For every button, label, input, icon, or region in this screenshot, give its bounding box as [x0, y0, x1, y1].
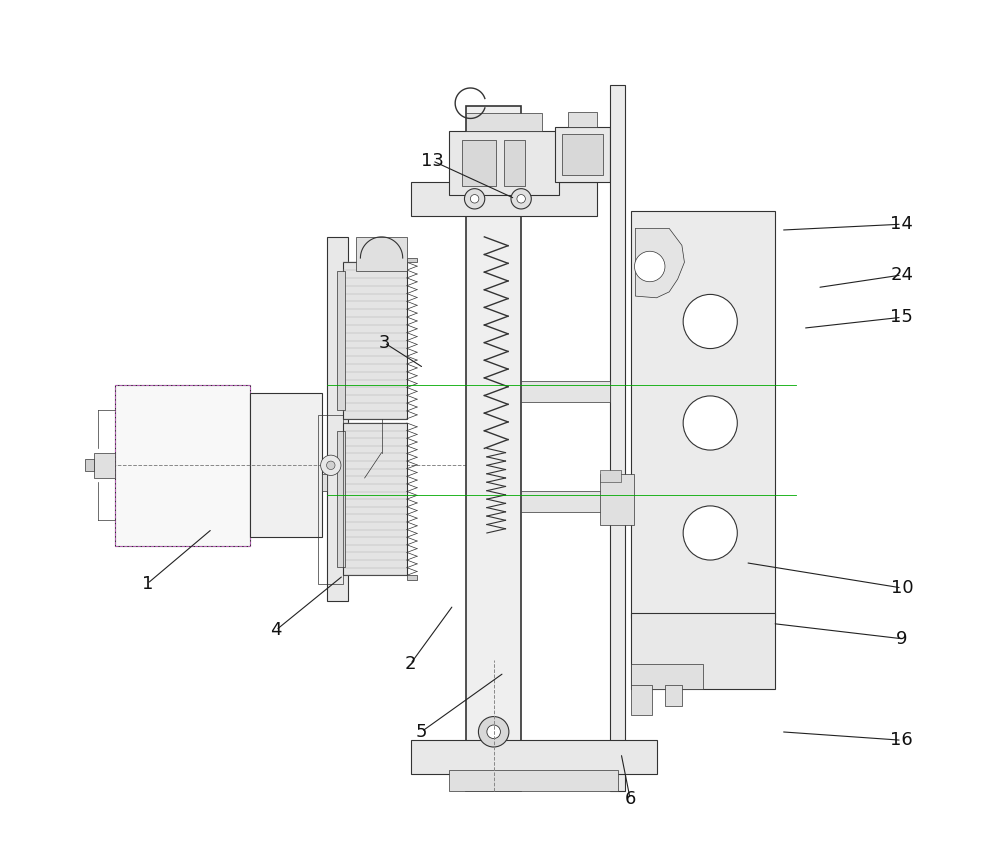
- Bar: [356, 237, 407, 271]
- Bar: [343, 262, 407, 419]
- Bar: [466, 113, 542, 131]
- Text: 3: 3: [378, 333, 390, 352]
- Bar: [462, 140, 496, 186]
- Circle shape: [327, 461, 335, 470]
- Bar: [94, 453, 115, 478]
- Bar: [600, 470, 621, 482]
- Bar: [631, 664, 703, 689]
- Text: 15: 15: [890, 308, 913, 327]
- Circle shape: [321, 455, 341, 475]
- Polygon shape: [635, 228, 684, 298]
- Bar: [631, 685, 652, 715]
- Circle shape: [470, 195, 479, 203]
- Circle shape: [517, 195, 525, 203]
- Text: 13: 13: [421, 151, 444, 170]
- Circle shape: [635, 251, 665, 282]
- Bar: [115, 385, 250, 546]
- Text: 5: 5: [416, 722, 427, 741]
- Text: 1: 1: [142, 574, 153, 593]
- Bar: [327, 237, 348, 601]
- Text: 4: 4: [270, 621, 282, 640]
- Bar: [343, 423, 407, 575]
- Bar: [449, 770, 618, 791]
- Bar: [407, 258, 417, 262]
- Bar: [631, 212, 775, 618]
- Bar: [562, 134, 603, 175]
- Bar: [115, 385, 250, 546]
- Bar: [665, 685, 682, 706]
- Bar: [568, 112, 597, 127]
- Circle shape: [478, 717, 509, 747]
- Bar: [337, 431, 345, 567]
- Text: 9: 9: [896, 629, 908, 648]
- Bar: [250, 393, 322, 537]
- Circle shape: [683, 396, 737, 450]
- Bar: [85, 459, 94, 471]
- Text: 10: 10: [891, 579, 913, 597]
- Bar: [521, 491, 610, 512]
- Text: 16: 16: [890, 731, 913, 750]
- Bar: [610, 85, 625, 791]
- Text: 24: 24: [890, 266, 913, 284]
- Bar: [555, 127, 610, 182]
- Bar: [337, 271, 345, 410]
- Bar: [318, 415, 343, 584]
- Circle shape: [683, 506, 737, 560]
- Bar: [466, 106, 521, 791]
- Circle shape: [487, 725, 500, 739]
- Bar: [631, 613, 775, 689]
- Bar: [600, 474, 634, 525]
- Bar: [521, 381, 610, 402]
- Circle shape: [464, 189, 485, 209]
- Bar: [411, 182, 597, 216]
- Text: 2: 2: [405, 655, 416, 673]
- Circle shape: [511, 189, 531, 209]
- Bar: [449, 131, 559, 195]
- Text: 14: 14: [890, 215, 913, 233]
- Bar: [407, 575, 417, 580]
- Bar: [411, 740, 657, 774]
- Text: 6: 6: [625, 790, 636, 809]
- Circle shape: [683, 294, 737, 349]
- Bar: [322, 474, 327, 491]
- Bar: [504, 140, 525, 186]
